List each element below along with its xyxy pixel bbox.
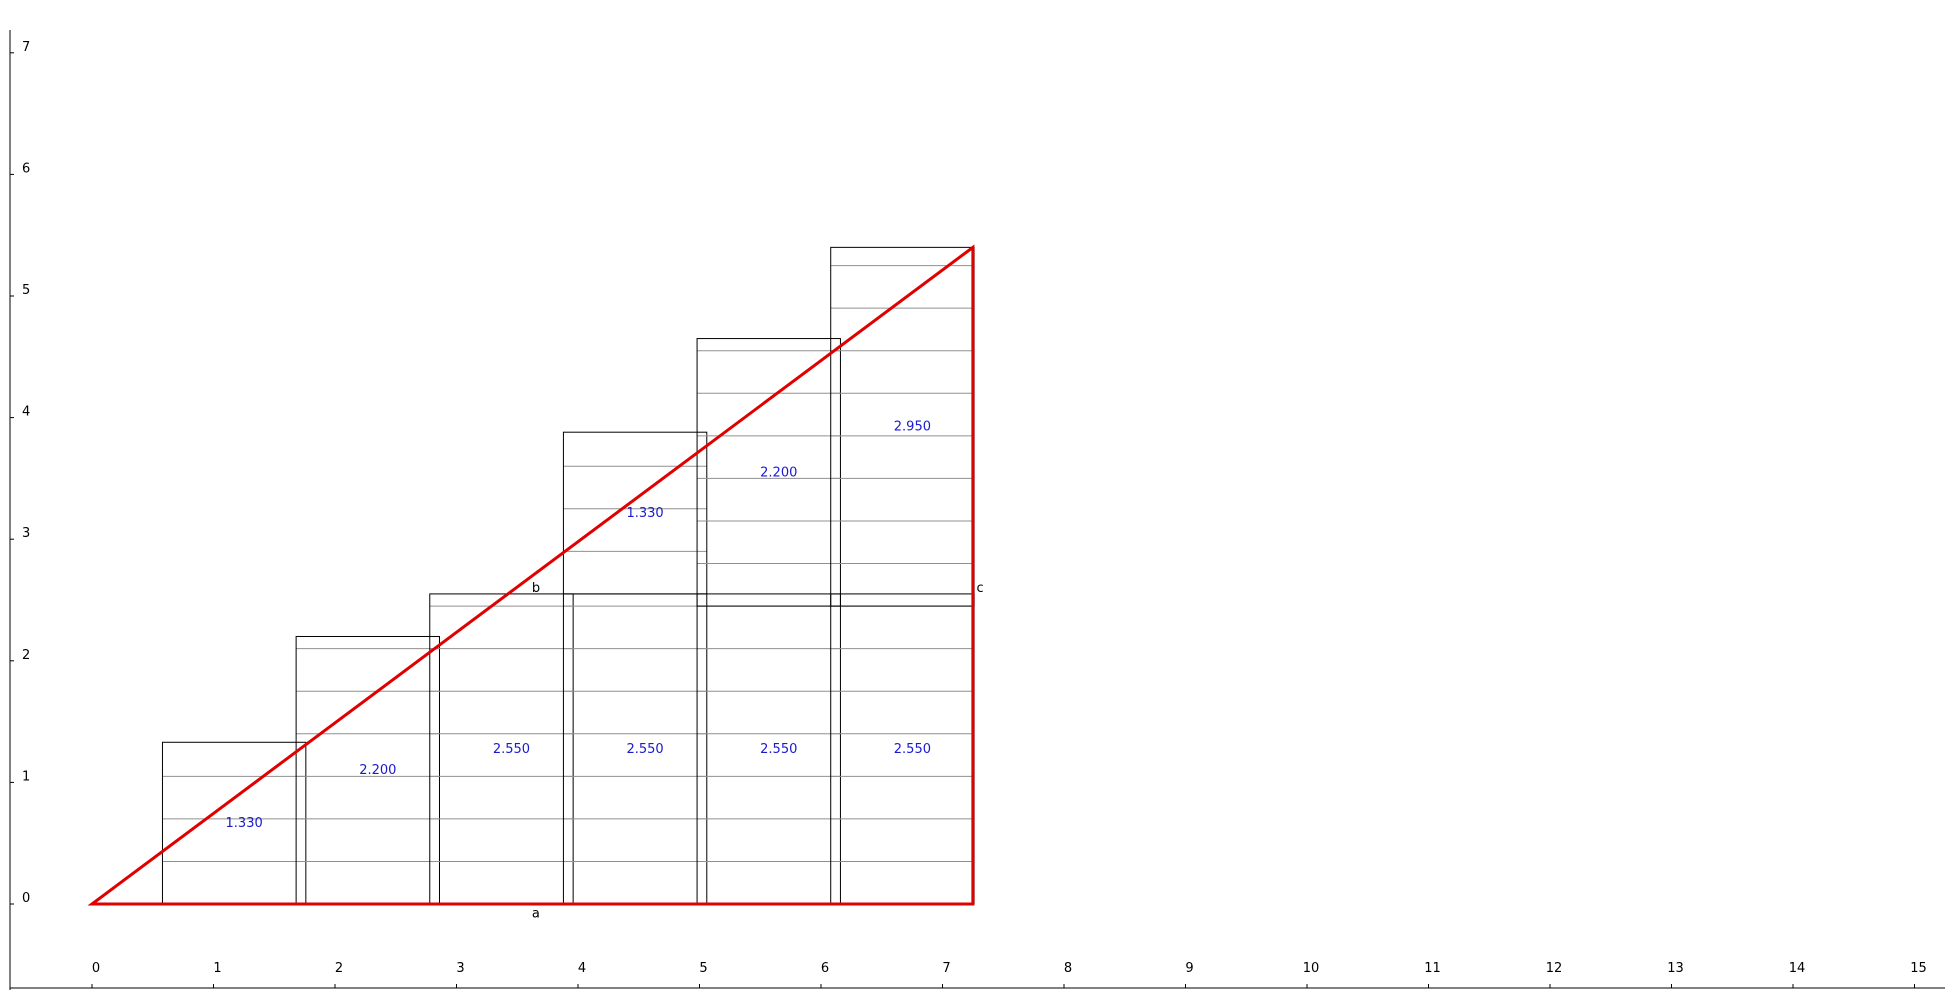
side-label-b: b — [532, 581, 540, 596]
box-value-label: 2.550 — [626, 742, 663, 757]
box-value-label: 2.550 — [894, 742, 931, 757]
side-label-a: a — [532, 907, 540, 922]
x-tick-label: 7 — [942, 961, 950, 976]
y-tick-label: 0 — [22, 891, 30, 906]
x-tick-label: 6 — [821, 961, 829, 976]
box-value-label: 2.200 — [760, 465, 797, 480]
x-tick-label: 2 — [335, 961, 343, 976]
box-8 — [696, 338, 841, 607]
box-outline — [696, 338, 841, 607]
right-triangle — [87, 244, 975, 906]
box-value-label: 2.550 — [493, 742, 530, 757]
y-tick-label: 2 — [22, 648, 30, 663]
triangle-outline — [87, 244, 975, 906]
x-tick-label: 15 — [1910, 961, 1927, 976]
labels: 1.330 2.200 2.550 2.550 2.550 2.550 1.330 2.200… — [226, 420, 984, 922]
box-value-label: 2.550 — [760, 742, 797, 757]
y-tick-label: 5 — [22, 283, 30, 298]
x-tick-label: 13 — [1667, 961, 1684, 976]
y-tick-label: 4 — [22, 405, 30, 420]
box-value-label: 1.330 — [226, 816, 263, 831]
box-9 — [830, 246, 975, 607]
y-tick-label: 6 — [22, 161, 30, 176]
y-tick-label: 1 — [22, 769, 30, 784]
side-label-c: c — [977, 581, 984, 596]
x-tick-label: 14 — [1789, 961, 1806, 976]
x-tick-label: 1 — [213, 961, 221, 976]
stacked-boxes — [161, 246, 975, 905]
x-tick-label: 12 — [1546, 961, 1563, 976]
box-7 — [562, 431, 708, 595]
x-tick-label: 3 — [456, 961, 464, 976]
y-tick-label: 3 — [22, 526, 30, 541]
x-tick-label: 0 — [92, 961, 100, 976]
x-tick-label: 8 — [1064, 961, 1072, 976]
box-value-label: 2.950 — [894, 420, 931, 435]
x-tick-label: 4 — [578, 961, 586, 976]
x-tick-label: 10 — [1303, 961, 1320, 976]
x-tick-label: 9 — [1185, 961, 1193, 976]
x-tick-label: 5 — [699, 961, 707, 976]
box-value-label: 2.200 — [359, 763, 396, 778]
box-outline — [562, 431, 708, 595]
y-tick-label: 7 — [22, 40, 30, 55]
box-value-label: 1.330 — [626, 506, 663, 521]
x-tick-label: 11 — [1424, 961, 1441, 976]
